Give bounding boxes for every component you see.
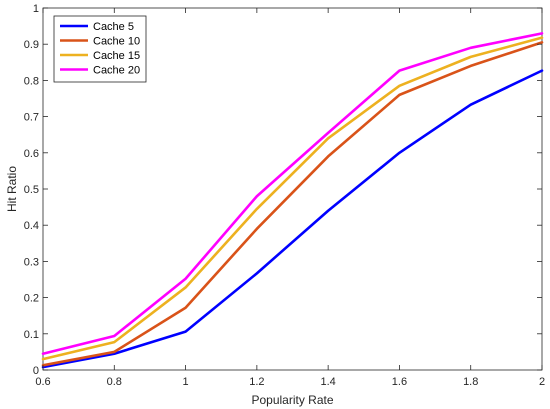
series-line-cache-15 (41, 36, 544, 361)
y-tick-label: 1 (33, 3, 39, 15)
x-tick-label: 0.8 (107, 376, 122, 388)
legend-label: Cache 15 (93, 50, 140, 62)
y-tick-label: 0 (33, 365, 39, 377)
y-axis-label: Hit Ratio (5, 166, 19, 212)
y-tick-label: 0.7 (24, 112, 39, 124)
legend: Cache 5 Cache 10 Cache 15 Cache 20 (53, 15, 147, 83)
y-tick-label: 0.2 (24, 293, 39, 305)
y-tick-label: 0.4 (24, 220, 39, 232)
y-tick-label: 0.1 (24, 329, 39, 341)
y-tick-label: 0.8 (24, 75, 39, 87)
y-tick-label: 0.3 (24, 256, 39, 268)
y-tick-label: 0.6 (24, 148, 39, 160)
axis-ticks: 0.6 0.8 1 1.2 1.4 1.6 1.8 2 0 0.1 0.2 0.3 0.4 0.5 0.6 0… (24, 3, 545, 388)
series-line-cache-5 (41, 69, 544, 369)
legend-label: Cache 5 (93, 21, 134, 33)
y-tick-label: 0.9 (24, 39, 39, 51)
legend-label: Cache 20 (93, 65, 140, 77)
x-axis-label: Popularity Rate (251, 393, 333, 407)
legend-label: Cache 10 (93, 36, 140, 48)
series-lines (41, 32, 544, 369)
x-tick-label: 1.2 (249, 376, 264, 388)
x-tick-label: 0.6 (35, 376, 50, 388)
x-tick-label: 1.6 (392, 376, 407, 388)
x-tick-label: 1 (183, 376, 189, 388)
x-tick-label: 2 (539, 376, 545, 388)
y-tick-label: 0.5 (24, 184, 39, 196)
x-tick-label: 1.8 (463, 376, 478, 388)
x-tick-label: 1.4 (320, 376, 335, 388)
series-line-cache-10 (41, 41, 544, 367)
series-line-cache-20 (41, 32, 544, 356)
